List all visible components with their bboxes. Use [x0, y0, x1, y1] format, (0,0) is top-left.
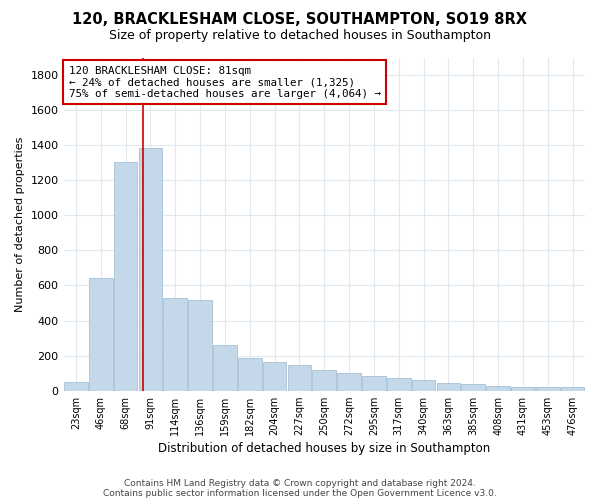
Bar — [213, 344, 237, 391]
Bar — [461, 384, 485, 390]
Y-axis label: Number of detached properties: Number of detached properties — [15, 136, 25, 312]
Bar — [486, 386, 510, 390]
Bar — [337, 373, 361, 390]
Bar — [536, 387, 560, 390]
Text: 120, BRACKLESHAM CLOSE, SOUTHAMPTON, SO19 8RX: 120, BRACKLESHAM CLOSE, SOUTHAMPTON, SO1… — [73, 12, 527, 28]
Bar — [313, 370, 336, 390]
Bar — [511, 387, 535, 390]
Bar — [89, 278, 113, 390]
Text: Size of property relative to detached houses in Southampton: Size of property relative to detached ho… — [109, 29, 491, 42]
Text: 120 BRACKLESHAM CLOSE: 81sqm
← 24% of detached houses are smaller (1,325)
75% of: 120 BRACKLESHAM CLOSE: 81sqm ← 24% of de… — [69, 66, 381, 99]
Text: Contains HM Land Registry data © Crown copyright and database right 2024.: Contains HM Land Registry data © Crown c… — [124, 478, 476, 488]
Bar — [64, 382, 88, 390]
Bar — [362, 376, 386, 390]
Text: Contains public sector information licensed under the Open Government Licence v3: Contains public sector information licen… — [103, 488, 497, 498]
Bar — [561, 387, 584, 390]
Bar — [114, 162, 137, 390]
Bar — [188, 300, 212, 390]
Bar — [437, 384, 460, 390]
Bar — [287, 364, 311, 390]
Bar — [412, 380, 436, 390]
Bar — [238, 358, 262, 390]
Bar — [387, 378, 410, 390]
Bar — [163, 298, 187, 390]
Bar — [139, 148, 162, 390]
Bar — [263, 362, 286, 390]
X-axis label: Distribution of detached houses by size in Southampton: Distribution of detached houses by size … — [158, 442, 490, 455]
